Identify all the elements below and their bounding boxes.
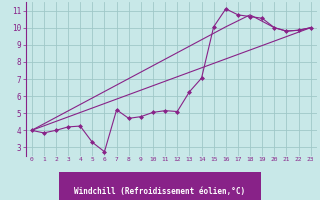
Text: Windchill (Refroidissement éolien,°C): Windchill (Refroidissement éolien,°C) xyxy=(75,187,245,196)
